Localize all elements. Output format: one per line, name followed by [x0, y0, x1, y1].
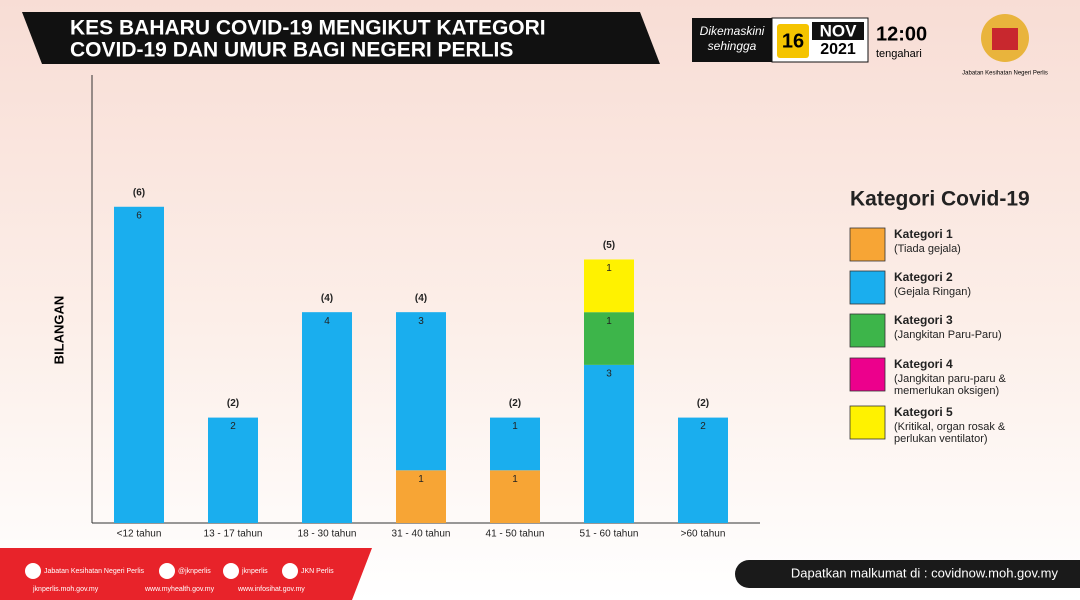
total-label: (4) [415, 293, 427, 304]
legend-name: Kategori 3 [894, 313, 953, 327]
legend-description: (Jangkitan paru-paru & [894, 373, 1007, 385]
legend-swatch [849, 313, 886, 348]
twitter-icon [159, 563, 175, 579]
legend-name: Kategori 5 [894, 405, 953, 419]
legend-description: perlukan ventilator) [894, 433, 988, 445]
x-tick-label: 41 - 50 tahun [486, 529, 545, 540]
legend-name: Kategori 1 [894, 227, 953, 241]
info: Dapatkan malkumat di : covidnow.moh.gov.… [791, 565, 1059, 580]
legend-title: Kategori Covid-19 [850, 188, 1030, 211]
x-tick-label: 51 - 60 tahun [580, 529, 639, 540]
logo [981, 14, 1029, 62]
total-label: (5) [603, 240, 615, 251]
bar-segment [584, 364, 634, 523]
bar-segment [584, 259, 634, 313]
bar-segment [678, 417, 728, 523]
bar-segment [490, 417, 540, 471]
segment-label: 1 [512, 474, 518, 485]
footer-social: JKN Perlis [301, 568, 334, 575]
bar-segment [490, 470, 540, 523]
bar-segment [114, 206, 164, 523]
total-label: (6) [133, 187, 145, 198]
info-pill [735, 560, 1080, 588]
segment-label: 3 [418, 316, 424, 327]
title-banner [22, 12, 660, 64]
segment-label: 2 [700, 421, 706, 432]
footer-site: www.infosihat.gov.my [237, 586, 305, 593]
legend-description: memerlukan oksigen) [894, 385, 999, 397]
segment-label: 2 [230, 421, 236, 432]
x-tick-label: 13 - 17 tahun [204, 529, 263, 540]
title: KES BAHARU COVID-19 MENGIKUT KATEGORI [70, 17, 546, 40]
legend-name: Kategori 4 [894, 357, 953, 371]
legend-swatch [849, 357, 886, 392]
legend-swatch [849, 405, 886, 440]
bar-segment [396, 312, 446, 471]
bar-segment [302, 312, 352, 523]
update-label: sehingga [708, 39, 757, 53]
legend-description: (Tiada gejala) [894, 243, 961, 255]
footer-social: jknperlis [241, 568, 268, 575]
total-label: (2) [509, 398, 521, 409]
day: 16 [782, 30, 804, 52]
x-tick-label: <12 tahun [117, 529, 162, 540]
segment-label: 1 [606, 316, 612, 327]
calendar [777, 24, 809, 58]
bar-segment [396, 470, 446, 523]
segment-label: 1 [512, 421, 518, 432]
segment-label: 1 [606, 263, 612, 274]
facebook-icon [25, 563, 41, 579]
youtube-icon [282, 563, 298, 579]
segment-label: 4 [324, 316, 330, 327]
segment-label: 1 [418, 474, 424, 485]
month-box [812, 22, 864, 40]
footer-social: @jknperlis [178, 568, 211, 575]
bar-segment [584, 312, 634, 365]
legend-description: (Kritikal, organ rosak & [894, 421, 1006, 433]
segment-label: 3 [606, 369, 612, 380]
legend-swatch [849, 227, 886, 262]
footer-site: jknperlis.moh.gov.my [32, 586, 99, 593]
segment-label: 6 [136, 210, 142, 221]
total-label: (4) [321, 293, 333, 304]
x-tick-label: 18 - 30 tahun [298, 529, 357, 540]
y-axis-label: BILANGAN [51, 296, 66, 365]
footer-banner [0, 548, 372, 600]
update-label: Dikemaskini [700, 24, 765, 38]
legend-swatch [849, 270, 886, 305]
time-note: tengahari [876, 48, 922, 60]
x-tick-label: 31 - 40 tahun [392, 529, 451, 540]
footer-site: www.myhealth.gov.my [144, 586, 215, 593]
logo-shield [992, 28, 1018, 50]
update-box [692, 18, 772, 62]
title: COVID-19 DAN UMUR BAGI NEGERI PERLIS [70, 39, 513, 62]
legend-description: (Jangkitan Paru-Paru) [894, 329, 1002, 341]
month: NOV [820, 21, 858, 40]
time: 12:00 [876, 23, 927, 45]
instagram-icon [223, 563, 239, 579]
total-label: (2) [227, 398, 239, 409]
x-tick-label: >60 tahun [681, 529, 726, 540]
bar-segment [208, 417, 258, 523]
footer-social: Jabatan Kesihatan Negeri Perlis [44, 568, 145, 575]
legend-description: (Gejala Ringan) [894, 286, 971, 298]
year: 2021 [820, 41, 856, 58]
total-label: (2) [697, 398, 709, 409]
logo-text: Jabatan Kesihatan Negeri Perlis [962, 71, 1048, 77]
legend-name: Kategori 2 [894, 270, 953, 284]
